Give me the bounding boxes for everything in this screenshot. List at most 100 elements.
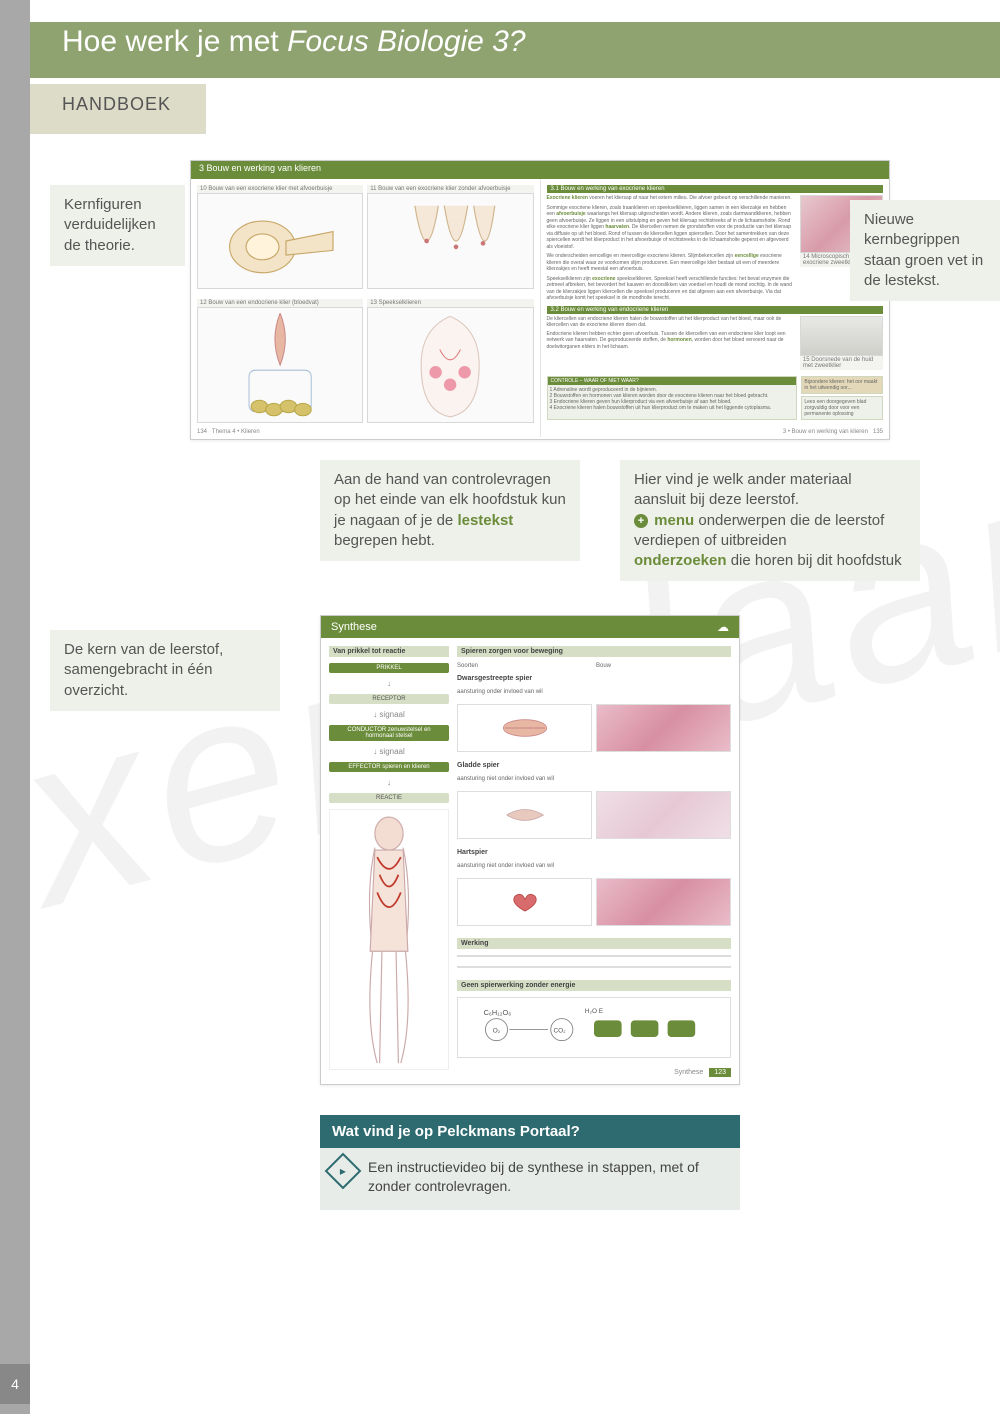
row1-s: aansturing niet onder invloed van wil <box>457 775 731 785</box>
callout-synthese: De kern van de leerstof, samengebracht i… <box>50 630 280 711</box>
row0-s: aansturing onder invloed van wil <box>457 688 731 698</box>
title-prefix: Hoe werk je met <box>62 25 287 58</box>
energy-title: Geen spierwerking zonder energie <box>457 980 731 991</box>
page-cap-left: Thema 4 • Klieren <box>212 429 260 435</box>
tab-label: HANDBOEK <box>62 94 171 115</box>
svg-text:H₂O E: H₂O E <box>585 1008 604 1015</box>
striated-tissue-icon <box>596 704 731 752</box>
hl: exocriene <box>592 276 615 282</box>
salivary-glands-icon <box>368 308 532 422</box>
werking-strip2 <box>457 966 731 968</box>
content-area: 3 Bouw en werking van klieren 10 Bouw va… <box>60 160 960 1374</box>
flow-reactie: REACTIE <box>329 793 449 803</box>
heart-muscle-icon <box>457 878 592 926</box>
t: Aan de hand van controlevragen op het ei… <box>334 471 566 529</box>
chapter-bar: 3 Bouw en werking van klieren <box>191 161 889 179</box>
page-margin <box>0 0 30 1414</box>
flow-receptor: RECEPTOR <box>329 694 449 704</box>
video-stack-icon <box>325 1153 362 1190</box>
row1-t: Gladde spier <box>457 762 731 769</box>
page-num-left: 134 <box>197 429 207 435</box>
svg-text:CO₂: CO₂ <box>554 1027 567 1034</box>
svg-text:C₆H₁₂O₆: C₆H₁₂O₆ <box>484 1008 512 1017</box>
hl-lestekst: lestekst <box>457 512 513 529</box>
line1: Hier vind je welk ander materiaal aanslu… <box>634 470 906 511</box>
spread-right-page: 3.1 Bouw en werking van exocriene kliere… <box>541 179 890 437</box>
energy-diagram-icon: C₆H₁₂O₆ O₂ CO₂ H₂O E <box>462 1002 726 1048</box>
title-em: Focus Biologie 3? <box>287 25 525 58</box>
hl-onderzoeken: onderzoeken <box>634 552 727 569</box>
ctrl4: 4 Exocriene klieren halen bouwstoffen ui… <box>550 405 795 411</box>
t: die horen bij dit hoofdstuk <box>727 552 902 569</box>
synthese-right-col: Spieren zorgen voor beweging Soorten Bou… <box>457 646 731 1070</box>
callout-kernfiguren: Kernfiguren verduidelijken de theorie. <box>50 185 185 266</box>
col-soorten: Soorten <box>457 663 592 669</box>
portal-body-text: Een instructievideo bij de synthese in s… <box>368 1159 699 1194</box>
textbook-spread-klieren: 3 Bouw en werking van klieren 10 Bouw va… <box>190 160 890 440</box>
syn-page: 123 <box>709 1068 731 1077</box>
fig-title-c: 12 Bouw van een endocriene klier (bloedv… <box>197 299 363 307</box>
smooth-tissue-icon <box>596 791 731 839</box>
row2-s: aansturing niet onder invloed van wil <box>457 862 731 872</box>
arrow-label: ↓ signaal <box>329 710 449 719</box>
hl: eencellige <box>735 253 759 259</box>
synthese-left-col: Van prikkel tot reactie PRIKKEL ↓ RECEPT… <box>329 646 449 1070</box>
portal-banner: Wat vind je op Pelckmans Portaal? Een in… <box>320 1115 740 1210</box>
row2-t: Hartspier <box>457 849 731 856</box>
callout-kernbegrippen: Nieuwe kernbegrippen staan groen vet in … <box>850 200 1000 301</box>
t: begrepen hebt. <box>334 532 435 549</box>
smooth-muscle-icon <box>457 791 592 839</box>
control-box: CONTROLE – WAAR OF NIET WAAR? 1 Adrenali… <box>547 376 798 420</box>
flow-conductor: CONDUCTOR zenuwstelsel en hormonaal stel… <box>329 725 449 741</box>
section-32: 3.2 Bouw en werking van endocriene klier… <box>547 306 884 314</box>
right-title: Spieren zorgen voor beweging <box>457 646 731 657</box>
control-title: CONTROLE – WAAR OF NIET WAAR? <box>548 377 797 385</box>
werking-strip1 <box>457 955 731 957</box>
arrow-icon: ↓ <box>329 679 449 688</box>
hl-menu: menu <box>654 512 694 529</box>
page-cap-right: 3 • Bouw en werking van klieren <box>783 429 868 435</box>
left-title: Van prikkel tot reactie <box>329 646 449 657</box>
section-31: 3.1 Bouw en werking van exocriene kliere… <box>547 185 884 193</box>
hl: hormonen <box>667 337 691 343</box>
callout-materiaal: Hier vind je welk ander materiaal aanslu… <box>620 460 920 581</box>
hl: Exocriene klieren <box>547 195 588 201</box>
endocrine-gland-icon <box>198 308 362 422</box>
human-anatomy-icon <box>329 809 449 1070</box>
werking-title: Werking <box>457 938 731 949</box>
arrow-label2: ↓ signaal <box>329 747 449 756</box>
photo2-cap: 15 Doorsnede van de huid met zweetklier <box>800 356 883 370</box>
spread-left-page: 10 Bouw van een exocriene klier met afvo… <box>191 179 541 437</box>
side-hint: Bijzondere klieren: het oor maakt in het… <box>801 376 883 394</box>
flow-prikkel: PRIKKEL <box>329 663 449 673</box>
col-bouw: Bouw <box>596 663 731 669</box>
arrow-icon: ↓ <box>329 778 449 787</box>
ctrl2: 2 Bouwstoffen en hormonen van klieren wo… <box>550 393 795 399</box>
plus-icon: + <box>634 514 648 528</box>
t: voeren het kliersap af naar het extern m… <box>588 195 792 201</box>
page-num-right: 135 <box>873 429 883 435</box>
syn-footer: Synthese <box>674 1069 703 1076</box>
textbook-page-synthese: Synthese ☁ Van prikkel tot reactie PRIKK… <box>320 615 740 1085</box>
page-title: Hoe werk je met Focus Biologie 3? <box>62 25 526 59</box>
gland-exocrine-icon <box>198 194 362 288</box>
fig-title-a: 10 Bouw van een exocriene klier met afvo… <box>197 185 363 193</box>
t: Speekselklieren zijn <box>547 276 593 282</box>
heart-tissue-icon <box>596 878 731 926</box>
gland-noduct-icon <box>368 194 532 288</box>
svg-text:O₂: O₂ <box>493 1027 501 1034</box>
t: Slijmbekercellen zijn <box>688 253 735 259</box>
cloud-icon: ☁ <box>717 620 729 634</box>
portal-question: Wat vind je op Pelckmans Portaal? <box>320 1115 740 1148</box>
t: We onderscheiden eencellige en meercelli… <box>547 253 687 259</box>
synthese-title: Synthese <box>331 621 377 633</box>
hl: afvoerbuisje <box>556 211 585 217</box>
hl: haarvaten <box>605 224 629 230</box>
fig-title-b: 11 Bouw van een exocriene klier zonder a… <box>367 185 533 193</box>
striated-muscle-icon <box>457 704 592 752</box>
flow-effector: EFFECTOR spieren en klieren <box>329 762 449 772</box>
legend-a: Lees een doorgegeven blad zorgvuldig doo… <box>801 396 883 420</box>
callout-controlevragen: Aan de hand van controlevragen op het ei… <box>320 460 580 561</box>
skin-section-icon <box>800 316 883 356</box>
t: De kliercellen van endocriene klieren ha… <box>547 316 782 329</box>
